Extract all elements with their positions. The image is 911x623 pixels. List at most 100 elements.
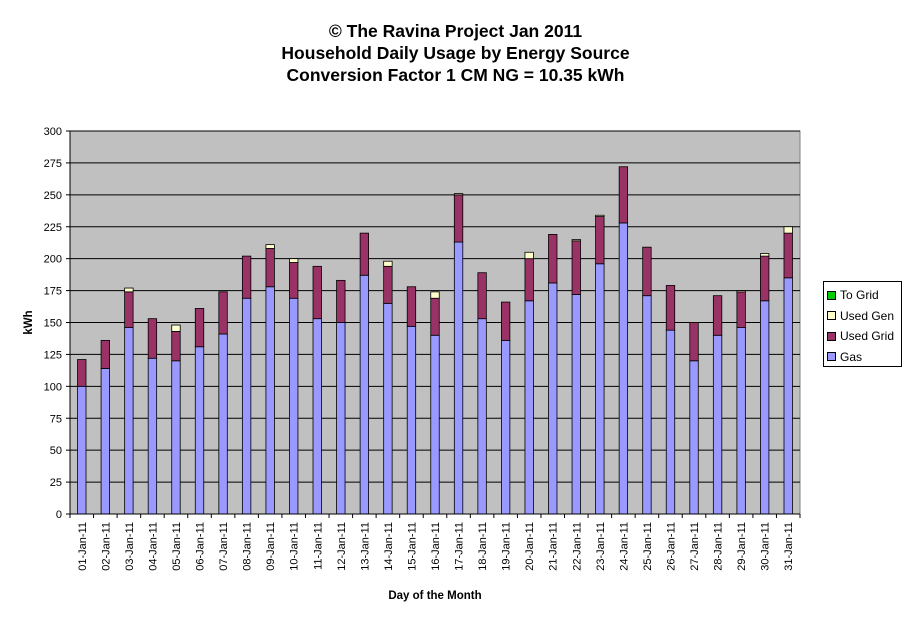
bar-segment-used-gen bbox=[760, 253, 770, 257]
x-tick-label: 13-Jan-11 bbox=[359, 522, 371, 571]
bar-segment-gas bbox=[501, 339, 511, 515]
axes: 0 25 50 75 100 125 150 175 200 225 250 275 300 01-Jan… bbox=[44, 126, 801, 571]
y-axis-title: kWh bbox=[23, 310, 35, 334]
bar-segment-used-grid bbox=[477, 272, 487, 320]
x-tick-label: 19-Jan-11 bbox=[501, 522, 513, 571]
y-tick-label: 300 bbox=[44, 126, 62, 138]
bar-segment-used-grid bbox=[336, 279, 346, 323]
y-tick-label: 200 bbox=[44, 254, 62, 266]
x-tick-label: 26-Jan-11 bbox=[665, 522, 677, 571]
chart-title: © The Ravina Project Jan 2011 Household … bbox=[0, 20, 911, 86]
legend-label: To Grid bbox=[840, 288, 879, 303]
x-tick-label: 16-Jan-11 bbox=[430, 522, 442, 571]
legend-label: Used Grid bbox=[840, 329, 895, 344]
bar-segment-gas bbox=[618, 222, 629, 515]
bar-segment-used-grid bbox=[571, 240, 581, 295]
bar-segment-used-gen bbox=[171, 324, 181, 332]
bar-segment-used-grid bbox=[548, 234, 558, 284]
x-tick-label: 06-Jan-11 bbox=[195, 522, 207, 571]
bar-segment-gas bbox=[712, 334, 723, 515]
y-tick-label: 275 bbox=[44, 158, 62, 170]
x-tick-label: 10-Jan-11 bbox=[289, 522, 301, 571]
bar-segment-used-grid bbox=[359, 232, 369, 276]
bar-segment-used-grid bbox=[77, 359, 87, 387]
bar-segment-used-gen bbox=[430, 291, 440, 299]
x-tick-label: 04-Jan-11 bbox=[147, 522, 159, 571]
x-tick-label: 11-Jan-11 bbox=[312, 522, 324, 570]
x-tick-label: 02-Jan-11 bbox=[100, 522, 112, 571]
x-tick-label: 05-Jan-11 bbox=[171, 522, 183, 571]
bar-segment-used-gen bbox=[265, 244, 275, 249]
bar-segment-used-grid bbox=[171, 331, 181, 362]
y-tick-label: 225 bbox=[44, 222, 62, 234]
bar-segment-used-gen bbox=[783, 226, 793, 234]
x-tick-label: 03-Jan-11 bbox=[124, 522, 136, 571]
bar-segment-used-gen bbox=[453, 193, 464, 196]
bar-segment-gas bbox=[147, 357, 158, 515]
bar-segment-gas bbox=[783, 277, 793, 515]
x-tick-label: 25-Jan-11 bbox=[642, 522, 654, 571]
bar-segment-used-gen bbox=[383, 260, 393, 267]
x-tick-label: 18-Jan-11 bbox=[477, 522, 489, 571]
bar-segment-gas bbox=[100, 368, 110, 515]
bar-segment-used-grid bbox=[783, 232, 793, 279]
bar-segment-used-grid bbox=[124, 291, 134, 329]
bar-segment-gas bbox=[760, 300, 770, 515]
bar-segment-gas bbox=[359, 274, 369, 515]
legend-swatch bbox=[827, 331, 836, 341]
x-tick-label: 09-Jan-11 bbox=[265, 522, 277, 571]
bar-segment-gas bbox=[571, 294, 581, 515]
bar-segment-gas bbox=[406, 325, 417, 515]
bar-segment-gas bbox=[453, 241, 464, 515]
bar-segment-used-grid bbox=[595, 216, 605, 265]
bar-segment-gas bbox=[77, 385, 87, 515]
legend-label: Gas bbox=[840, 349, 863, 364]
bar-segment-used-gen bbox=[289, 258, 299, 263]
bar-segment-gas bbox=[548, 282, 558, 515]
bar-segment-used-grid bbox=[241, 255, 252, 299]
x-tick-label: 12-Jan-11 bbox=[336, 522, 348, 571]
x-tick-label: 08-Jan-11 bbox=[242, 522, 254, 571]
y-tick-label: 25 bbox=[50, 477, 62, 489]
bar-segment-used-grid bbox=[618, 166, 629, 224]
bar-segment-used-grid bbox=[194, 308, 205, 348]
y-tick-label: 150 bbox=[44, 318, 62, 330]
bar-segment-used-grid bbox=[665, 285, 676, 331]
legend-item-used-gen: Used Gen bbox=[827, 306, 901, 327]
bar-segment-used-grid bbox=[406, 286, 417, 327]
bar-segment-used-grid bbox=[265, 248, 275, 288]
x-tick-label: 27-Jan-11 bbox=[689, 522, 701, 571]
bar-segment-gas bbox=[218, 333, 228, 515]
bar-segment-used-gen bbox=[571, 239, 581, 242]
x-tick-label: 29-Jan-11 bbox=[736, 522, 748, 571]
legend-item-gas: Gas bbox=[827, 347, 901, 368]
bar-segment-gas bbox=[241, 297, 252, 515]
y-tick-label: 125 bbox=[44, 349, 62, 361]
x-tick-label: 28-Jan-11 bbox=[713, 522, 725, 571]
bar-segment-used-grid bbox=[501, 301, 511, 341]
x-tick-label: 15-Jan-11 bbox=[406, 522, 418, 571]
x-tick-label: 17-Jan-11 bbox=[454, 522, 466, 571]
bar-segment-used-grid bbox=[642, 246, 652, 297]
bar-segment-used-grid bbox=[712, 295, 723, 336]
bar-segment-gas bbox=[336, 322, 346, 515]
bar-segment-used-grid bbox=[760, 255, 770, 302]
y-tick-label: 100 bbox=[44, 381, 62, 393]
bar-segment-gas bbox=[383, 302, 393, 515]
x-tick-label: 01-Jan-11 bbox=[77, 522, 89, 571]
y-tick-label: 50 bbox=[50, 445, 62, 457]
bar-segment-used-grid bbox=[383, 265, 393, 304]
bar-segment-gas bbox=[689, 360, 699, 515]
x-tick-label: 22-Jan-11 bbox=[571, 522, 583, 571]
bar-segment-gas bbox=[736, 327, 746, 515]
bar-segment-used-grid bbox=[430, 297, 440, 336]
bar-segment-gas bbox=[265, 286, 275, 515]
x-tick-label: 23-Jan-11 bbox=[595, 522, 607, 571]
bar-segment-gas bbox=[430, 334, 440, 515]
bar-segment-gas bbox=[194, 346, 205, 515]
bar-segment-gas bbox=[289, 297, 299, 515]
legend: To Grid Used Gen Used Grid Gas bbox=[823, 281, 902, 367]
chart-title-line-1: © The Ravina Project Jan 2011 bbox=[328, 21, 583, 41]
legend-item-to-grid: To Grid bbox=[827, 285, 901, 306]
legend-item-used-grid: Used Grid bbox=[827, 326, 901, 347]
